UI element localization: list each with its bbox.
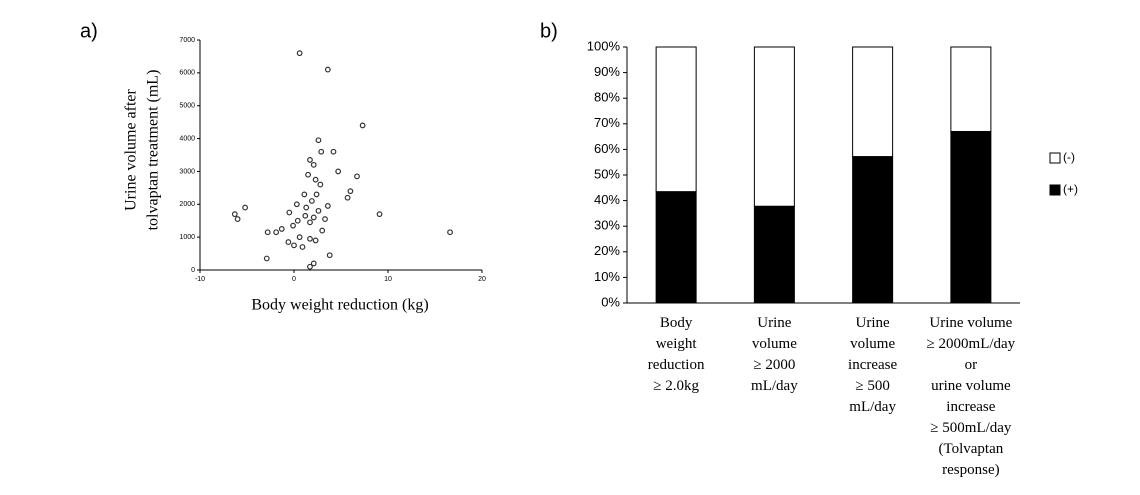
y-tick-label: 80% — [594, 90, 620, 105]
point — [305, 171, 312, 178]
bar-segment — [655, 46, 697, 193]
point — [312, 237, 319, 244]
point — [326, 252, 333, 259]
y-axis-label: Urine volume after — [123, 88, 140, 210]
point — [264, 229, 271, 236]
legend-label: (-) — [1063, 150, 1075, 164]
point — [315, 207, 322, 214]
point — [234, 216, 241, 222]
point — [294, 217, 301, 224]
x-tick-label: Urine volume ≥ 2000 mL/day — [751, 315, 798, 394]
point — [324, 66, 331, 73]
point — [330, 148, 337, 155]
point — [324, 203, 331, 209]
point — [318, 148, 325, 155]
y-tick-label: 90% — [594, 64, 620, 79]
point — [285, 239, 292, 245]
x-tick-label: 0 — [292, 276, 296, 283]
bar-segment — [655, 191, 697, 304]
point — [278, 226, 285, 232]
point — [447, 229, 453, 236]
y-tick-label: 40% — [594, 192, 620, 207]
point — [286, 209, 293, 216]
point — [307, 219, 313, 226]
y-tick-label: 70% — [594, 115, 620, 130]
point — [344, 194, 351, 201]
x-tick-label: Urine volume increase ≥ 500 mL/day — [848, 315, 898, 415]
point — [307, 157, 313, 163]
point — [263, 255, 270, 262]
point — [303, 204, 310, 211]
x-tick-label: 20 — [478, 276, 486, 283]
point — [296, 50, 303, 57]
y-tick-label: 0 — [191, 267, 195, 274]
point — [307, 235, 313, 242]
y-tick-label: 10% — [594, 269, 620, 284]
y-tick-label: 2000 — [179, 201, 195, 208]
point — [310, 161, 317, 168]
point — [315, 137, 322, 144]
point — [273, 229, 280, 236]
point — [307, 263, 313, 270]
y-tick-label: 7000 — [179, 37, 195, 44]
y-tick-label: 5000 — [179, 103, 195, 110]
point — [354, 173, 360, 180]
point — [317, 181, 324, 188]
point — [312, 176, 319, 183]
point — [301, 191, 308, 198]
point — [359, 122, 366, 129]
point — [322, 216, 328, 222]
y-tick-label: 60% — [594, 141, 620, 156]
legend-swatch — [1049, 184, 1061, 196]
x-tick-label: -10 — [195, 276, 205, 283]
y-tick-label: 4000 — [179, 135, 195, 142]
point — [310, 260, 317, 267]
bar-segment — [950, 130, 992, 304]
bar-segment — [753, 205, 795, 304]
bar-segment — [852, 46, 894, 158]
point — [376, 211, 383, 218]
y-tick-label: 50% — [594, 166, 620, 181]
y-axis-label: tolvaptan treatment (mL) — [145, 70, 162, 231]
legend-label: (+) — [1063, 182, 1078, 196]
y-tick-label: 3000 — [179, 168, 195, 175]
point — [319, 227, 326, 234]
point — [296, 234, 303, 241]
point — [242, 204, 249, 211]
y-tick-label: 6000 — [179, 70, 195, 77]
y-tick-label: 100% — [587, 38, 621, 53]
point — [335, 168, 342, 175]
point — [347, 188, 354, 195]
x-axis-label: Body weight reduction (kg) — [251, 297, 428, 314]
point — [313, 191, 320, 198]
point — [290, 222, 296, 229]
bar-segment — [852, 156, 894, 304]
panel-label: b) — [540, 20, 558, 42]
y-tick-label: 20% — [594, 243, 620, 258]
panel-label: a) — [80, 20, 98, 42]
point — [310, 214, 317, 221]
x-tick-label: Body weight reduction ≥ 2.0kg — [647, 315, 705, 394]
point — [293, 201, 300, 208]
bar-segment — [950, 46, 992, 132]
legend-swatch — [1049, 152, 1061, 164]
bar-segment — [753, 46, 795, 207]
y-tick-label: 0% — [601, 294, 620, 309]
point — [308, 198, 315, 204]
x-tick-label: Urine volume ≥ 2000mL/day or urine volum… — [926, 315, 1016, 478]
y-tick-label: 30% — [594, 218, 620, 233]
point — [231, 211, 238, 218]
y-tick-label: 1000 — [179, 234, 195, 241]
point — [291, 242, 297, 249]
x-tick-label: 10 — [384, 276, 392, 283]
point — [299, 244, 306, 250]
point — [302, 212, 309, 219]
